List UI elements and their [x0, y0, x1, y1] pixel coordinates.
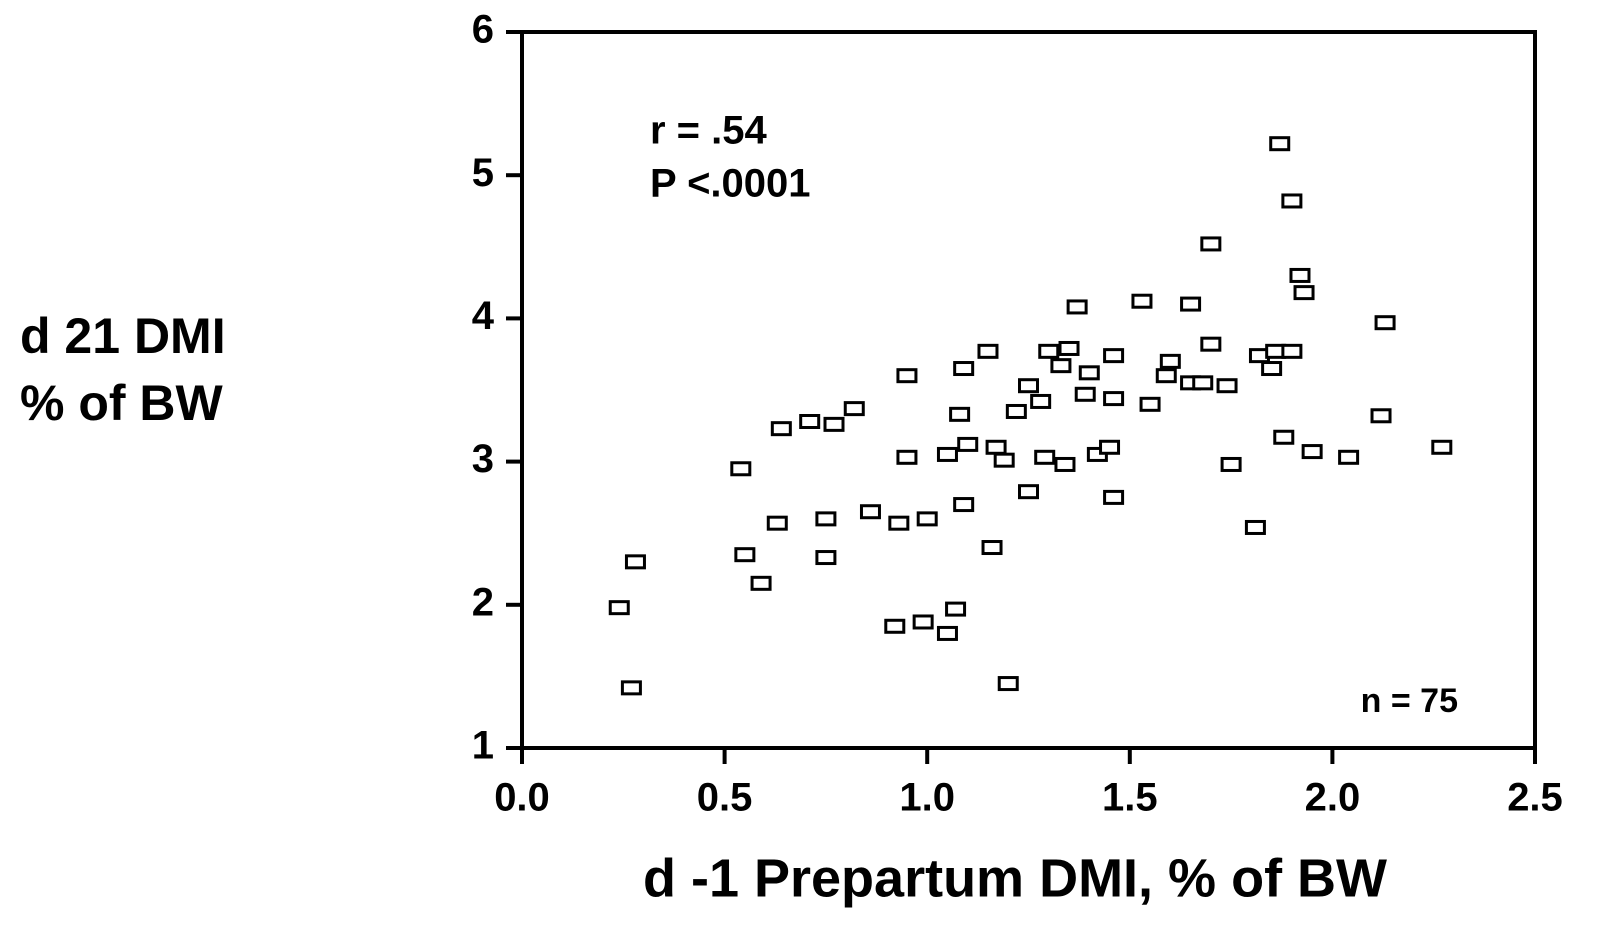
- y-tick-label: 6: [472, 8, 494, 52]
- point: [1374, 315, 1396, 331]
- point: [1054, 456, 1076, 472]
- point: [1050, 358, 1072, 374]
- point: [936, 446, 958, 462]
- point: [936, 625, 958, 641]
- point: [1099, 439, 1121, 455]
- point: [1066, 299, 1088, 315]
- point: [1200, 236, 1222, 252]
- point: [859, 504, 881, 520]
- point: [1155, 368, 1177, 384]
- x-tick-label: 0.0: [494, 776, 550, 820]
- point: [608, 600, 630, 616]
- point: [1034, 449, 1056, 465]
- point: [1103, 348, 1125, 364]
- point: [815, 550, 837, 566]
- y-axis-label: % of BW: [20, 375, 224, 431]
- y-axis-label: d 21 DMI: [20, 308, 226, 364]
- point: [1074, 386, 1096, 402]
- point: [1216, 378, 1238, 394]
- point: [1192, 375, 1214, 391]
- point: [1338, 449, 1360, 465]
- point: [1220, 456, 1242, 472]
- y-tick-label: 4: [472, 294, 495, 338]
- point: [1301, 444, 1323, 460]
- point: [945, 601, 967, 617]
- point: [620, 680, 642, 696]
- point: [799, 414, 821, 430]
- annotation: r = .54: [650, 109, 768, 153]
- x-tick-label: 2.0: [1305, 776, 1361, 820]
- point: [730, 461, 752, 477]
- point: [953, 497, 975, 513]
- point: [896, 449, 918, 465]
- point: [1200, 336, 1222, 352]
- point: [916, 511, 938, 527]
- x-tick-label: 1.0: [899, 776, 955, 820]
- annotation: n = 75: [1361, 682, 1458, 720]
- point: [1293, 285, 1315, 301]
- y-tick-label: 3: [472, 437, 494, 481]
- plot-frame: [520, 30, 1537, 750]
- point: [1159, 353, 1181, 369]
- point: [957, 436, 979, 452]
- point: [766, 515, 788, 531]
- point: [1078, 365, 1100, 381]
- point: [1018, 378, 1039, 394]
- point: [1038, 343, 1060, 359]
- point: [1273, 429, 1295, 445]
- point: [1180, 296, 1202, 312]
- point: [888, 515, 910, 531]
- point: [1431, 439, 1453, 455]
- point: [953, 361, 975, 377]
- point: [823, 416, 845, 432]
- point: [750, 575, 772, 591]
- point: [734, 547, 756, 563]
- x-axis-label: d -1 Prepartum DMI, % of BW: [643, 848, 1387, 908]
- point: [993, 452, 1015, 468]
- point: [1289, 267, 1311, 283]
- y-tick-label: 5: [472, 151, 494, 195]
- x-tick-label: 2.5: [1507, 776, 1563, 820]
- point: [624, 554, 646, 570]
- point: [977, 343, 999, 359]
- point: [1058, 340, 1080, 356]
- point: [1030, 393, 1052, 409]
- point: [1005, 403, 1027, 419]
- x-tick-label: 0.5: [697, 776, 753, 820]
- point: [1269, 136, 1291, 152]
- point: [997, 676, 1019, 692]
- point: [1018, 484, 1039, 500]
- point: [985, 439, 1007, 455]
- point: [981, 540, 1003, 556]
- point: [1370, 408, 1392, 424]
- point: [912, 614, 934, 630]
- point: [1261, 361, 1283, 377]
- point: [896, 368, 918, 384]
- point: [1103, 489, 1125, 505]
- x-tick-label: 1.5: [1102, 776, 1158, 820]
- annotation: P <.0001: [650, 162, 811, 206]
- y-tick-label: 1: [472, 724, 494, 768]
- point: [949, 406, 971, 422]
- point: [1131, 293, 1153, 309]
- point: [1103, 391, 1125, 407]
- y-tick-label: 2: [472, 580, 494, 624]
- point: [770, 421, 792, 437]
- point: [1281, 343, 1303, 359]
- point: [843, 401, 865, 417]
- point: [1281, 193, 1303, 209]
- point: [815, 511, 837, 527]
- point: [1139, 396, 1161, 412]
- point: [1244, 519, 1266, 535]
- point: [884, 618, 906, 634]
